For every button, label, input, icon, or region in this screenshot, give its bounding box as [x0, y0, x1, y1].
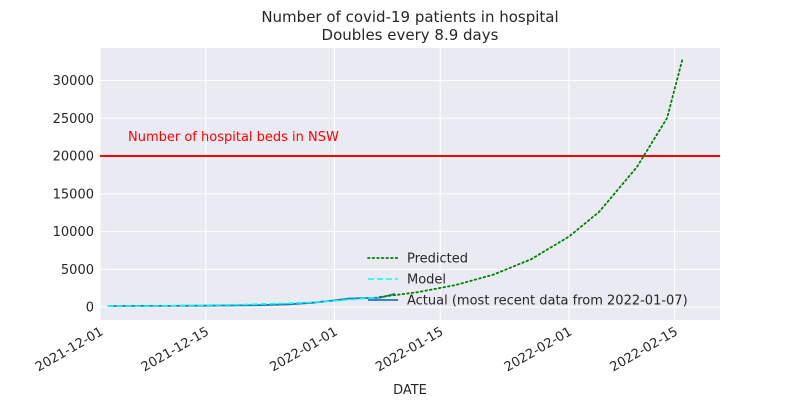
x-axis-label: DATE [393, 383, 427, 398]
threshold-label: Number of hospital beds in NSW [128, 130, 339, 145]
x-axis-ticks: 2021-12-01 2021-12-15 2022-01-01 2022-01-15… [33, 324, 681, 375]
x-tick-label: 2022-02-01 [502, 324, 575, 375]
y-tick-label: 20000 [53, 150, 94, 165]
legend-label: Model [407, 273, 446, 288]
series-line-dashed [107, 296, 380, 308]
legend: Predicted Model Actual (most recent data f… [367, 252, 688, 309]
y-tick-label: 15000 [53, 187, 94, 202]
legend-label: Actual (most recent data from 2022-01-07… [407, 294, 688, 309]
y-tick-label: 10000 [53, 225, 94, 240]
chart-title: Number of covid-19 patients in hospital [261, 8, 558, 26]
x-tick-label: 2022-01-15 [373, 324, 446, 375]
plot-area [100, 48, 720, 320]
threshold-group: Number of hospital beds in NSW [100, 130, 720, 158]
x-tick-label: 2021-12-15 [139, 324, 212, 375]
legend-label: Predicted [407, 252, 468, 267]
y-tick-label: 30000 [53, 74, 94, 89]
y-tick-label: 25000 [53, 112, 94, 127]
y-axis-ticks: 0 5000 10000 15000 20000 25000 30000 [53, 74, 94, 316]
y-tick-label: 0 [86, 301, 94, 316]
x-tick-label: 2022-01-01 [267, 324, 340, 375]
x-tick-label: 2022-02-15 [608, 324, 681, 375]
x-tick-label: 2021-12-01 [33, 324, 106, 375]
series-lines [107, 59, 684, 308]
series-line-dotted [378, 59, 684, 298]
y-tick-label: 5000 [61, 263, 94, 278]
grid-lines [99, 48, 720, 320]
chart-subtitle: Doubles every 8.9 days [322, 26, 499, 44]
